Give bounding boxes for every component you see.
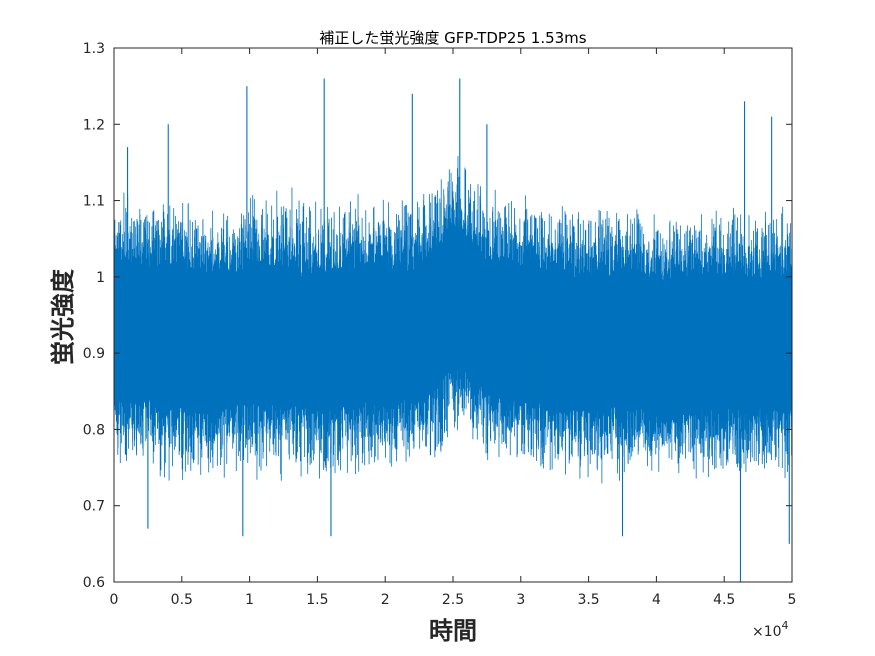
x-tick-label: 0 [110,592,119,608]
y-tick-label: 1.2 [83,117,105,133]
y-tick-label: 0.9 [83,346,105,362]
y-tick-label: 1 [96,270,105,286]
x-tick-label: 1 [245,592,254,608]
x-tick-label: 5 [788,592,797,608]
x-axis-label: 時間 [429,617,477,645]
x-tick-label: 0.5 [171,592,193,608]
y-axis-label: 蛍光強度 [49,268,77,365]
y-tick-label: 1.3 [83,41,105,57]
series-spikes [117,155,793,484]
chart-title: 補正した蛍光強度 GFP-TDP25 1.53ms [319,29,586,47]
axis-ticks: 0 0.5 1 1.5 2 2.5 3 3.5 4 4.5 5 0.6 0.7 0.8 0.9 1 1.1 1.2… [83,41,797,608]
x-tick-label: 1.5 [306,592,328,608]
x-exponent-base: ×10 [752,624,782,640]
x-tick-label: 2.5 [442,592,464,608]
plot-box [113,47,793,583]
y-tick-label: 1.1 [83,194,105,210]
y-tick-label: 0.7 [83,499,105,515]
x-exponent-power: 4 [782,619,789,632]
x-exponent-label: ×104 [752,619,789,640]
x-tick-label: 2 [381,592,390,608]
x-tick-label: 3.5 [577,592,599,608]
x-tick-label: 3 [516,592,525,608]
y-tick-label: 0.8 [83,422,105,438]
data-series-layer [113,78,793,582]
x-tick-label: 4.5 [713,592,735,608]
x-tick-label: 4 [652,592,661,608]
y-tick-label: 0.6 [83,575,105,591]
